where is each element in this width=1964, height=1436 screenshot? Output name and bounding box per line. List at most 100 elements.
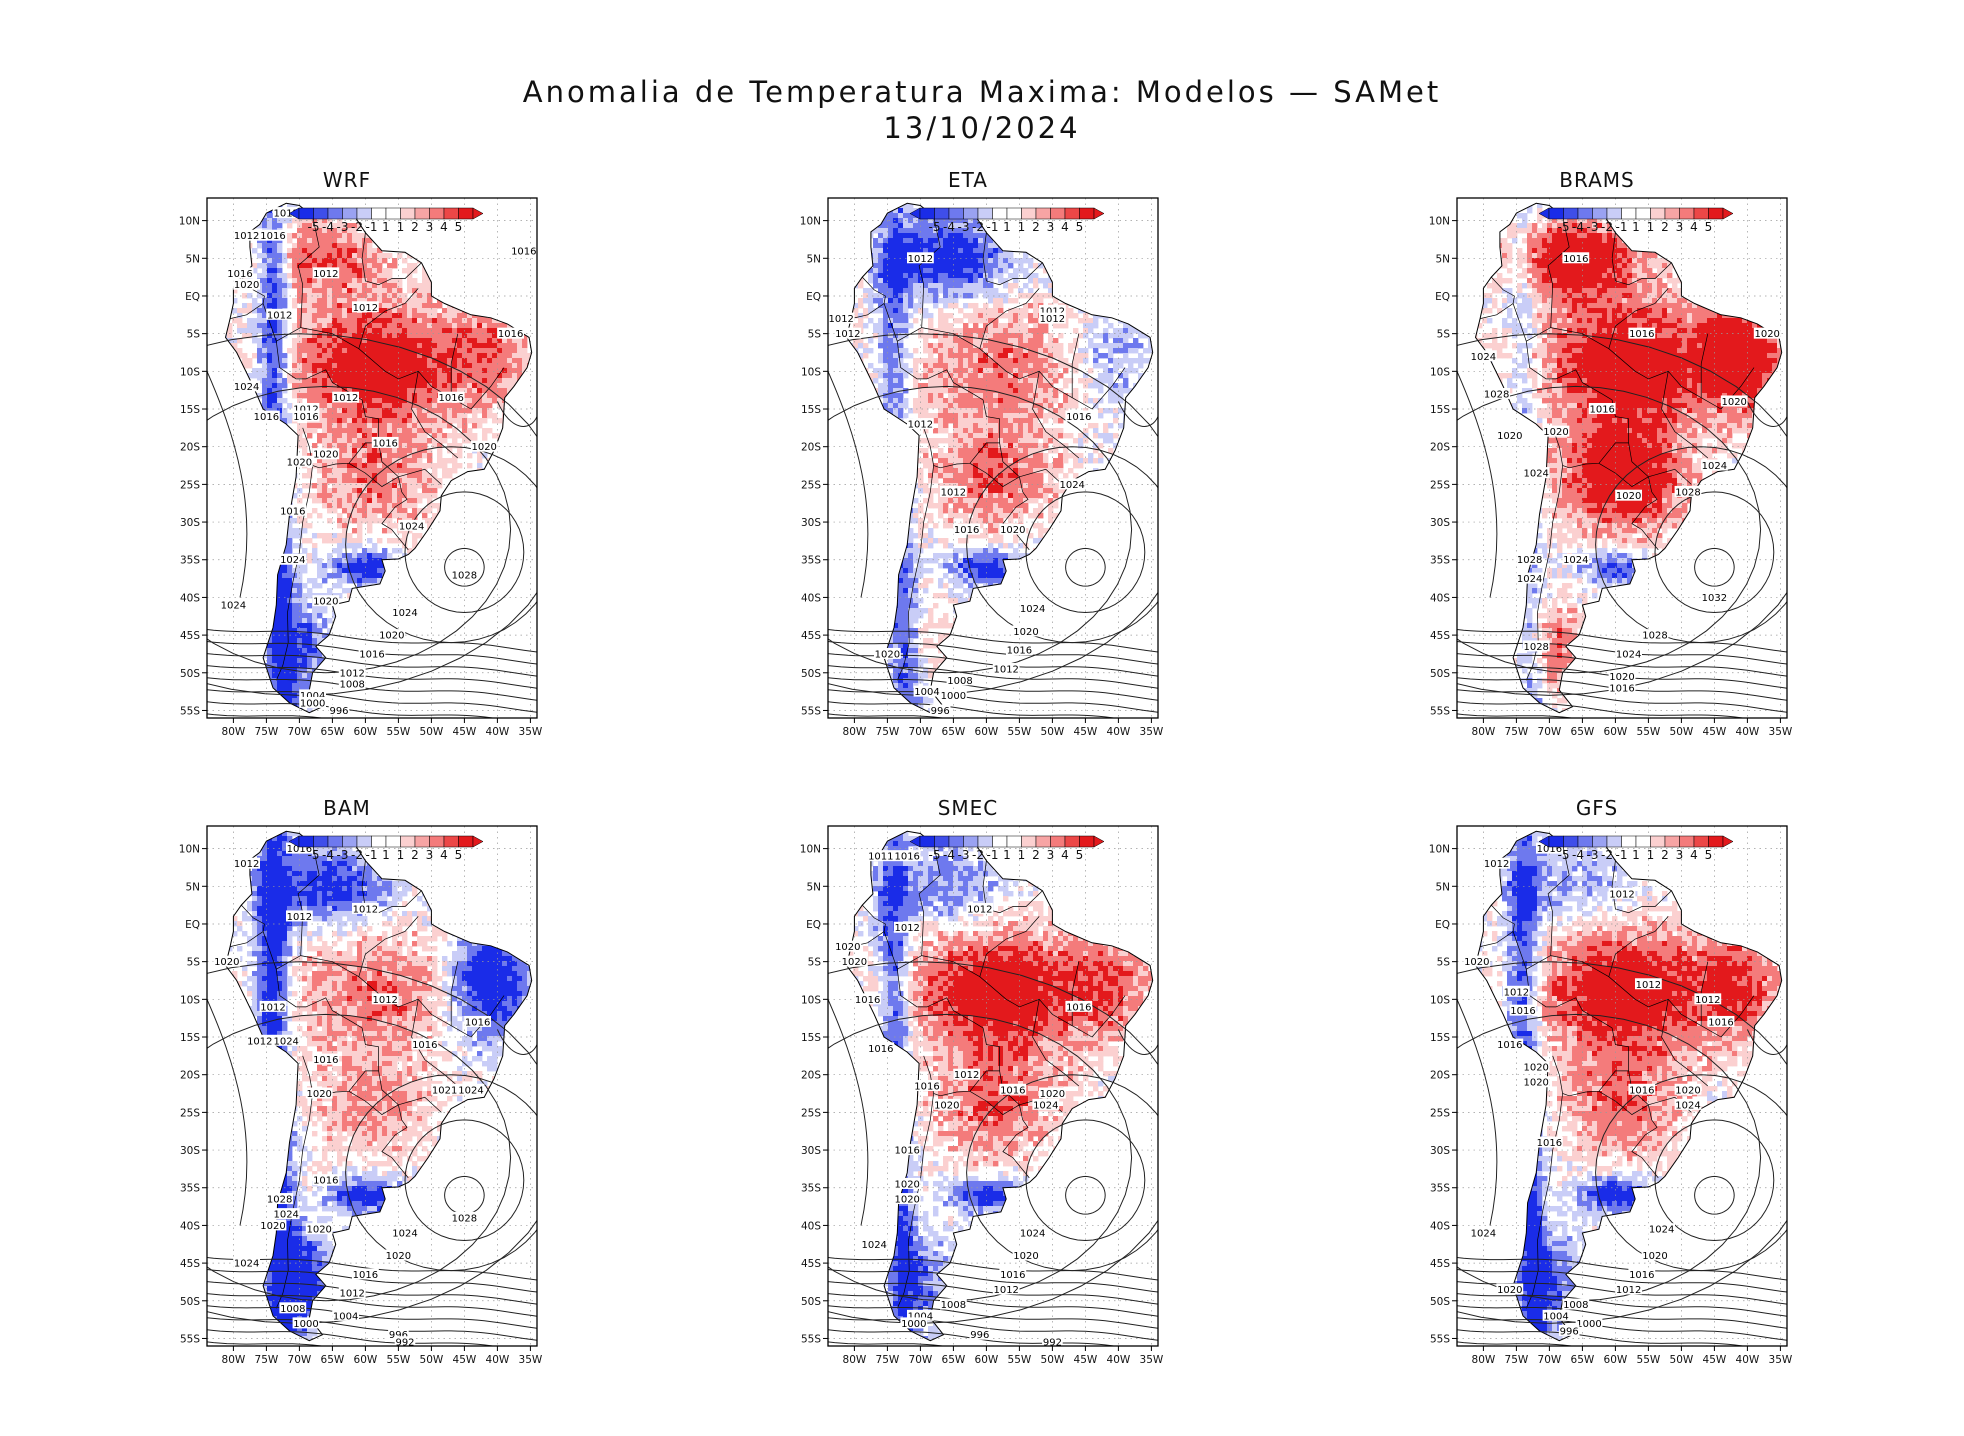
lat-tick-label: 55S [180,1333,200,1345]
lon-tick-label: 50W [1670,1354,1694,1366]
lon-tick-label: 35W [519,726,543,738]
isobar-label: 1012 [1040,307,1065,318]
axis-ticks: 10N 5N EQ 5S 10S 15S 20S 25S 30S 35S 40S 45S 50S 55S 8… [179,216,543,738]
colorbar-label: -3 [958,848,970,862]
isobar-label: 1020 [1754,329,1779,340]
colorbar-swatch [1079,207,1095,220]
colorbar-label: 1 [1632,220,1640,234]
lon-tick-label: 55W [1008,1354,1032,1366]
colorbar-label: -5 [929,848,941,862]
lon-tick-label: 50W [1041,1354,1065,1366]
isobar-label: 1011 [868,852,893,863]
coastline [224,830,533,1342]
isobar-label: 1012 [908,420,933,431]
lon-tick-label: 80W [222,1354,246,1366]
lat-tick-label: 50S [180,668,200,680]
isobar-label: 1012 [234,859,259,870]
colorbar-swatch [1064,835,1080,848]
colorbar-label: -3 [337,848,349,862]
isobar-label: 1028 [452,1213,477,1224]
axis-ticks: 10N 5N EQ 5S 10S 15S 20S 25S 30S 35S 40S 45S 50S 55S 8… [800,216,1164,738]
lon-tick-label: 70W [1538,1354,1562,1366]
colorbar-swatch [327,207,343,220]
country-borders [851,216,1126,681]
colorbar-swatch [1050,835,1066,848]
isobar-label: 1012 [273,209,298,220]
colorbar-swatch [1006,835,1022,848]
isobar-label: 1024 [1033,1100,1058,1111]
colorbar-swatch [934,207,950,220]
lat-tick-label: 25S [180,479,200,491]
isobar-label: 1012 [339,668,364,679]
isobar-label: 1016 [372,438,397,449]
colorbar-label: -1 [987,220,999,234]
lon-tick-label: 35W [1769,1354,1793,1366]
colorbar-label: 2 [411,220,419,234]
isobar-label: 1012 [1636,980,1661,991]
lat-tick-label: 30S [801,1145,821,1157]
colorbar-swatch [992,207,1008,220]
isobar-label: 1024 [273,1036,298,1047]
lat-tick-label: 55S [801,1333,821,1345]
isobar-label: 1004 [1543,1311,1568,1322]
lat-tick-label: 5N [185,253,200,265]
lon-tick-label: 50W [1670,726,1694,738]
colorbar-label: -5 [308,848,320,862]
colorbar-legend: -5 -4 -3 -2 -1 1 1 2 3 4 5 [909,835,1105,862]
map-panel-eta: ETA 1012 1012 1012 1012 1012 1012 1016 1012 1024 1… [768,168,1164,748]
colorbar-label: 1 [1647,220,1655,234]
isobar-label: 1016 [1497,1040,1522,1051]
lon-tick-label: 50W [1041,726,1065,738]
colorbar-label: 5 [1076,220,1084,234]
axis-ticks: 10N 5N EQ 5S 10S 15S 20S 25S 30S 35S 40S 45S 50S 55S 8… [1429,216,1793,738]
isobar-label: 1024 [861,1240,886,1251]
lat-tick-label: 55S [180,705,200,717]
colorbar-label: -5 [1558,220,1570,234]
map-panel-smec: SMEC 1011 1016 1012 1012 1020 1020 1016 1016 1016… [768,796,1164,1376]
colorbar-label: 3 [426,848,434,862]
map-panel-bam: BAM 1016 1012 1012 1012 1020 1012 1012 1016 1012 1… [147,796,543,1376]
lon-tick-label: 65W [1571,726,1595,738]
lat-tick-label: 15S [801,404,821,416]
isobar-label: 1020 [306,1089,331,1100]
isobar-label: 1008 [941,1300,966,1311]
isobar-label: 1020 [306,1225,331,1236]
lon-tick-label: 65W [942,1354,966,1366]
isobar-label: 1012 [993,1285,1018,1296]
lat-tick-label: 45S [801,1258,821,1270]
isobar-label: 1024 [1471,1228,1496,1239]
colorbar-legend: -5 -4 -3 -2 -1 1 1 2 3 4 5 [288,835,484,862]
lon-tick-label: 70W [1538,726,1562,738]
isobar-label: 1000 [300,698,325,709]
colorbar-swatch [1548,207,1564,220]
colorbar-label: -4 [322,848,334,862]
colorbar-swatch [298,207,314,220]
map-panel-gfs: GFS 1016 1012 1012 1020 1012 1012 1012 1016 1016 1… [1397,796,1793,1376]
isobar-label: 1008 [280,1304,305,1315]
isobar-label: 1020 [1013,627,1038,638]
isobar-label: 1016 [465,1017,490,1028]
isobar-label: 1028 [1517,555,1542,566]
isobar-label: 1024 [392,608,417,619]
isobar-label: 1020 [386,1251,411,1262]
colorbar-swatch [1650,835,1666,848]
isobar-label: 1024 [234,1259,259,1270]
lon-tick-label: 45W [1074,1354,1098,1366]
lat-tick-label: EQ [185,919,200,931]
country-borders [230,216,505,681]
colorbar-label: 4 [1690,220,1698,234]
lat-tick-label: 5S [187,329,201,341]
lon-tick-label: 70W [909,1354,933,1366]
map-frame [1456,197,1788,719]
isobar-label: 1020 [313,450,338,461]
colorbar-label: 4 [1061,848,1069,862]
colorbar-label: -4 [943,220,955,234]
isobar-label: 1016 [280,506,305,517]
colorbar-legend: -5 -4 -3 -2 -1 1 1 2 3 4 5 [288,207,484,234]
lat-tick-label: 20S [180,1070,200,1082]
lat-tick-label: 35S [801,1183,821,1195]
colorbar-label: 4 [440,220,448,234]
lat-tick-label: 50S [180,1296,200,1308]
